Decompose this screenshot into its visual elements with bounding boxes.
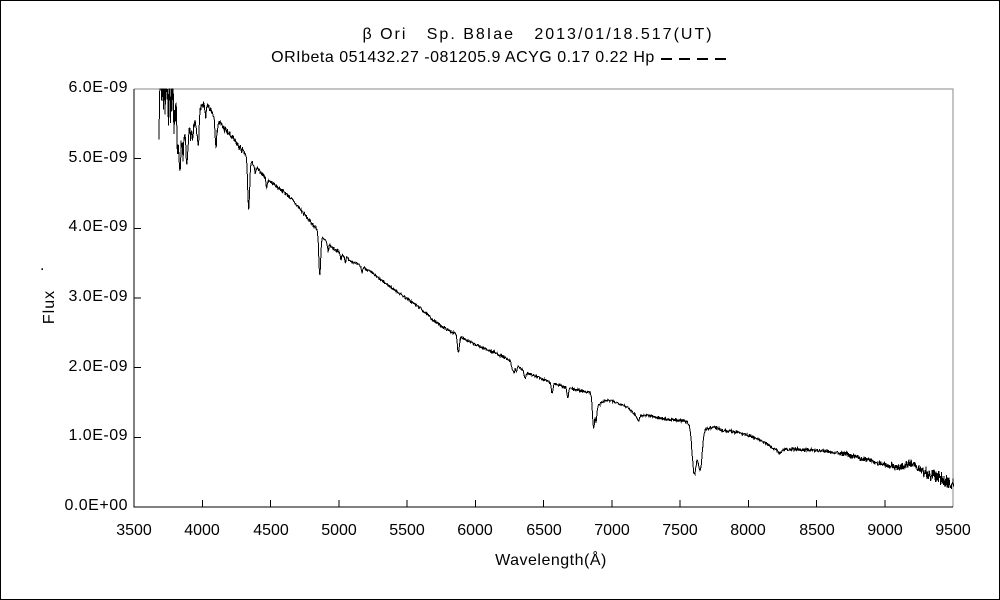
chart-subtitle-row: ORIbeta 051432.27 -081205.9 ACYG 0.17 0.…: [1, 49, 999, 67]
y-tick-label: 1.0E-09: [68, 427, 128, 444]
x-tick-label: 4000: [184, 522, 220, 539]
x-tick-label: 5000: [321, 522, 357, 539]
x-tick-label: 5500: [389, 522, 425, 539]
y-tick-label: 4.0E-09: [68, 218, 128, 235]
y-tick-label: 3.0E-09: [68, 288, 128, 305]
x-tick-label: 4500: [253, 522, 289, 539]
stray-dot: .: [40, 257, 45, 274]
x-tick-label: 3500: [116, 522, 152, 539]
x-axis-label: Wavelength(Å): [495, 552, 607, 569]
x-tick-label: 9000: [867, 522, 903, 539]
plot-border-gray: [134, 88, 954, 507]
x-tick-label: 6000: [457, 522, 493, 539]
x-tick-label: 9500: [935, 522, 971, 539]
x-tick-label: 6500: [526, 522, 562, 539]
y-tick-label: 2.0E-09: [68, 358, 128, 375]
y-tick-label: 0.0E+00: [64, 497, 128, 514]
axis-tick-marks: [134, 158, 886, 507]
y-tick-label: 6.0E-09: [68, 79, 128, 96]
spectrum-curve: [158, 88, 954, 490]
legend-dash-sample: [660, 58, 731, 60]
chart-title: β Ori Sp. B8Iae 2013/01/18.517(UT): [362, 26, 714, 43]
chart-subtitle: ORIbeta 051432.27 -081205.9 ACYG 0.17 0.…: [271, 49, 655, 66]
y-tick-label: 5.0E-09: [68, 149, 128, 166]
x-tick-label: 8500: [799, 522, 835, 539]
axis-lines: [133, 89, 953, 508]
x-tick-label: 7000: [594, 522, 630, 539]
x-tick-label: 7500: [662, 522, 698, 539]
x-tick-label: 8000: [730, 522, 766, 539]
